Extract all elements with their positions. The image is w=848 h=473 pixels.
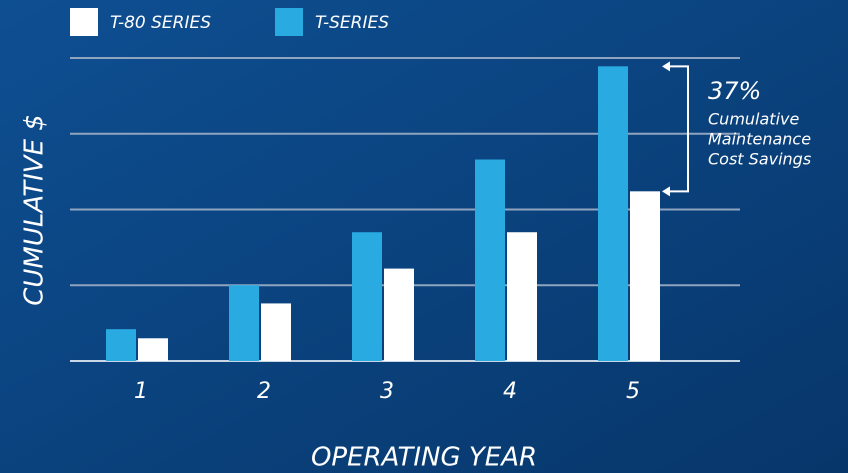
- legend-label: T-SERIES: [315, 13, 389, 33]
- arrow-head: [662, 61, 670, 72]
- annotation-text: Maintenance: [708, 130, 811, 149]
- bar: [630, 191, 660, 361]
- bar: [261, 303, 291, 361]
- legend-label: T-80 SERIES: [110, 13, 211, 33]
- bar: [507, 232, 537, 361]
- x-tick-label: 4: [503, 379, 517, 404]
- annotation-headline: 37%: [708, 77, 761, 105]
- x-tick-label: 1: [134, 379, 148, 404]
- x-tick-label: 5: [626, 379, 640, 404]
- annotation-text: Cost Savings: [708, 150, 811, 169]
- bracket: [668, 65, 689, 193]
- bar: [138, 338, 168, 361]
- x-tick-label: 2: [257, 379, 271, 404]
- x-axis-label: OPERATING YEAR: [311, 443, 537, 473]
- bar: [352, 232, 382, 361]
- x-tick-label: 3: [380, 379, 394, 404]
- bar: [598, 66, 628, 362]
- y-axis-label: CUMULATIVE $: [20, 114, 50, 306]
- legend-swatch: [70, 8, 98, 36]
- legend-swatch: [275, 8, 303, 36]
- bar: [229, 285, 259, 361]
- bar: [475, 159, 505, 361]
- arrow-head: [662, 186, 670, 197]
- annotation-text: Cumulative: [708, 110, 799, 129]
- bar: [384, 268, 414, 361]
- bar: [106, 329, 136, 361]
